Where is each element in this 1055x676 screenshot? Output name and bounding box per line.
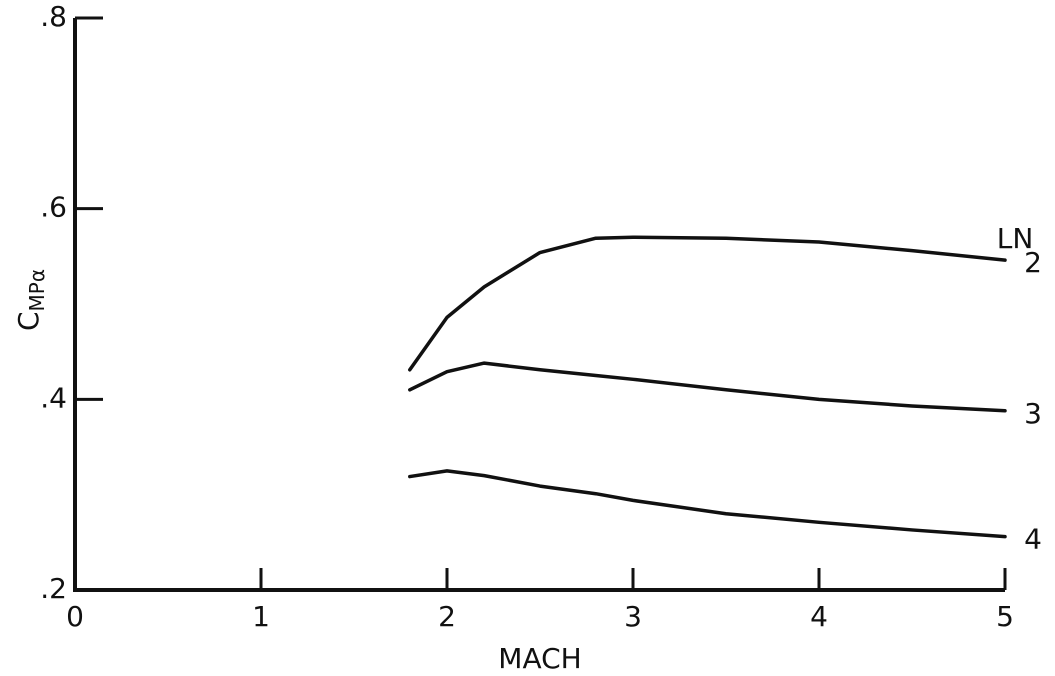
series-label: 3 (1024, 397, 1042, 430)
y-tick-label: .4 (40, 381, 67, 414)
y-label-sub: MPα (25, 269, 49, 312)
x-tick-label: 1 (252, 600, 270, 633)
series-line (408, 469, 1007, 539)
x-tick-label: 4 (810, 600, 828, 633)
series-label: 4 (1024, 523, 1042, 556)
x-tick-label: 0 (66, 600, 84, 633)
y-label-main: C (12, 311, 45, 331)
y-tick-label: .2 (40, 572, 67, 605)
y-axis-label-main: CMPα (12, 269, 49, 331)
x-tick-label: 2 (438, 600, 456, 633)
x-tick-label: 3 (624, 600, 642, 633)
x-tick-label: 5 (996, 600, 1014, 633)
series-line (408, 235, 1007, 372)
series-line (408, 361, 1007, 413)
legend-title: LN (997, 222, 1034, 255)
series-label: 2 (1024, 246, 1042, 279)
y-axis-label: CMPα (12, 269, 49, 331)
y-tick-label: .6 (40, 191, 67, 224)
axes (73, 18, 1005, 592)
x-axis-label: MACH (498, 642, 581, 675)
y-tick-label: .8 (40, 0, 67, 33)
